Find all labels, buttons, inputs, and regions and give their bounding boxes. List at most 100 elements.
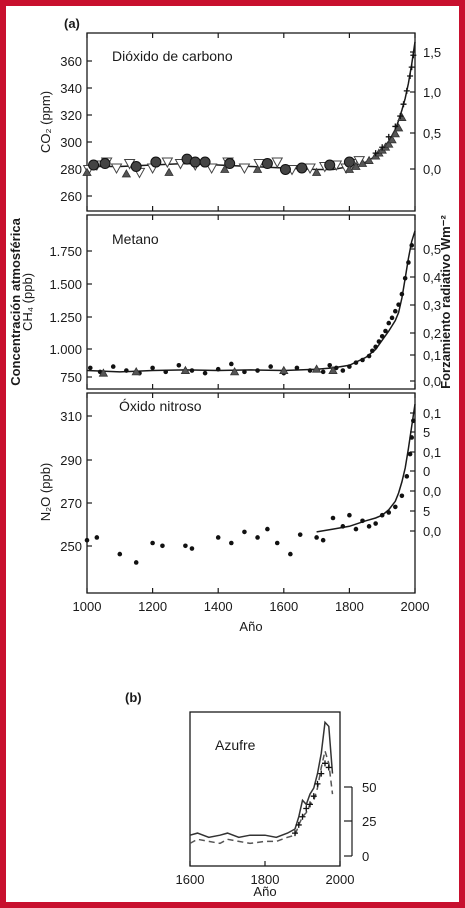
data-point: [325, 764, 332, 771]
y2-tick-label: 0,0: [423, 524, 441, 539]
data-point: [288, 551, 293, 557]
data-point: [189, 546, 195, 551]
panel-n2o-frame: [86, 392, 416, 594]
data-point: [110, 364, 116, 369]
data-point: [408, 64, 415, 71]
data-point: [410, 52, 417, 59]
ch4-title: Metano: [112, 231, 159, 247]
data-point: [180, 365, 191, 374]
data-point: [393, 308, 398, 314]
x-tick-label: 1600: [176, 872, 205, 887]
y2-tick-label: 0,2: [423, 326, 441, 341]
data-point: [392, 123, 399, 130]
data-point: [202, 370, 208, 376]
y-tick-label: 300: [60, 135, 82, 150]
data-point: [328, 365, 338, 374]
panel-0-marks: [82, 33, 417, 211]
data-point: [238, 163, 251, 175]
x-tick-label: 1200: [138, 599, 167, 614]
y2-tick-label: 5: [423, 425, 430, 440]
y2-tick-label: 0,0: [423, 374, 441, 389]
trend-curve: [86, 230, 416, 373]
data-point: [314, 535, 319, 540]
ch4-ylabel: CH₄ (ppb): [20, 273, 35, 331]
data-point: [400, 101, 407, 108]
data-point: [320, 537, 326, 543]
data-point: [220, 164, 230, 173]
y2-tick-label: 1,5: [423, 45, 441, 60]
y2-tick-label: 5: [423, 504, 430, 519]
data-point: [274, 540, 280, 546]
data-point: [387, 134, 397, 144]
data-point: [299, 813, 306, 820]
data-point: [229, 361, 234, 367]
data-point: [384, 139, 394, 148]
y-tick-label: 360: [60, 54, 82, 69]
data-point: [163, 369, 169, 375]
data-point: [340, 524, 346, 529]
data-point: [360, 357, 365, 363]
data-point: [150, 540, 155, 546]
data-point: [383, 328, 388, 334]
data-point: [357, 158, 368, 167]
data-point: [311, 364, 322, 373]
data-point: [379, 512, 385, 518]
data-point: [393, 504, 398, 510]
y2-tick-label: 0: [362, 849, 369, 864]
y2-tick-label: 0,1: [423, 348, 441, 363]
data-point: [327, 362, 333, 368]
y2-tick-label: 0,1: [423, 406, 441, 421]
data-point: [399, 493, 405, 499]
panel-1-marks: [86, 215, 416, 389]
data-point: [261, 158, 273, 170]
data-point: [215, 366, 221, 372]
data-point: [366, 353, 372, 359]
y-tick-label: 290: [60, 453, 82, 468]
panel-ch4-frame: [86, 214, 416, 390]
co2-title: Dióxido de carbono: [112, 48, 233, 64]
data-point: [296, 162, 308, 174]
data-point: [255, 535, 260, 540]
data-point: [133, 560, 139, 565]
y2-tick-label: 0,1: [423, 445, 441, 460]
data-point: [229, 540, 234, 546]
data-point: [131, 367, 141, 376]
y-tick-label: 340: [60, 81, 82, 96]
data-point: [117, 551, 123, 557]
y-tick-label: 1.500: [49, 277, 82, 292]
data-point: [161, 157, 174, 169]
y-tick-label: 310: [60, 409, 82, 424]
data-point: [255, 368, 260, 373]
data-point: [404, 474, 410, 479]
data-point: [189, 156, 201, 168]
data-point: [295, 821, 302, 828]
y2-tick-label: 0,0: [423, 484, 441, 499]
data-point: [88, 159, 100, 171]
data-point: [389, 315, 395, 321]
data-point: [397, 113, 404, 120]
data-point: [411, 418, 416, 424]
data-point: [82, 167, 92, 176]
data-point: [160, 543, 165, 549]
x-tick-label: 1400: [204, 599, 233, 614]
data-point: [279, 163, 291, 175]
y-tick-label: 270: [60, 496, 82, 511]
y2-tick-label: 25: [362, 814, 376, 829]
data-point: [265, 526, 270, 532]
x-tick-label: 1800: [335, 599, 364, 614]
data-point: [292, 830, 298, 837]
y2-tick-label: 0,5: [423, 242, 441, 257]
data-point: [370, 348, 375, 354]
data-point: [409, 435, 415, 440]
data-point: [164, 167, 174, 176]
data-point: [205, 163, 218, 175]
y2-tick-label: 0,3: [423, 298, 441, 313]
data-point: [253, 159, 266, 170]
data-point: [98, 368, 109, 377]
x-tick-label: 2000: [326, 872, 355, 887]
data-point: [330, 515, 336, 521]
data-point: [224, 158, 236, 170]
data-point: [314, 780, 321, 787]
data-point: [110, 163, 123, 175]
data-point: [407, 73, 414, 80]
